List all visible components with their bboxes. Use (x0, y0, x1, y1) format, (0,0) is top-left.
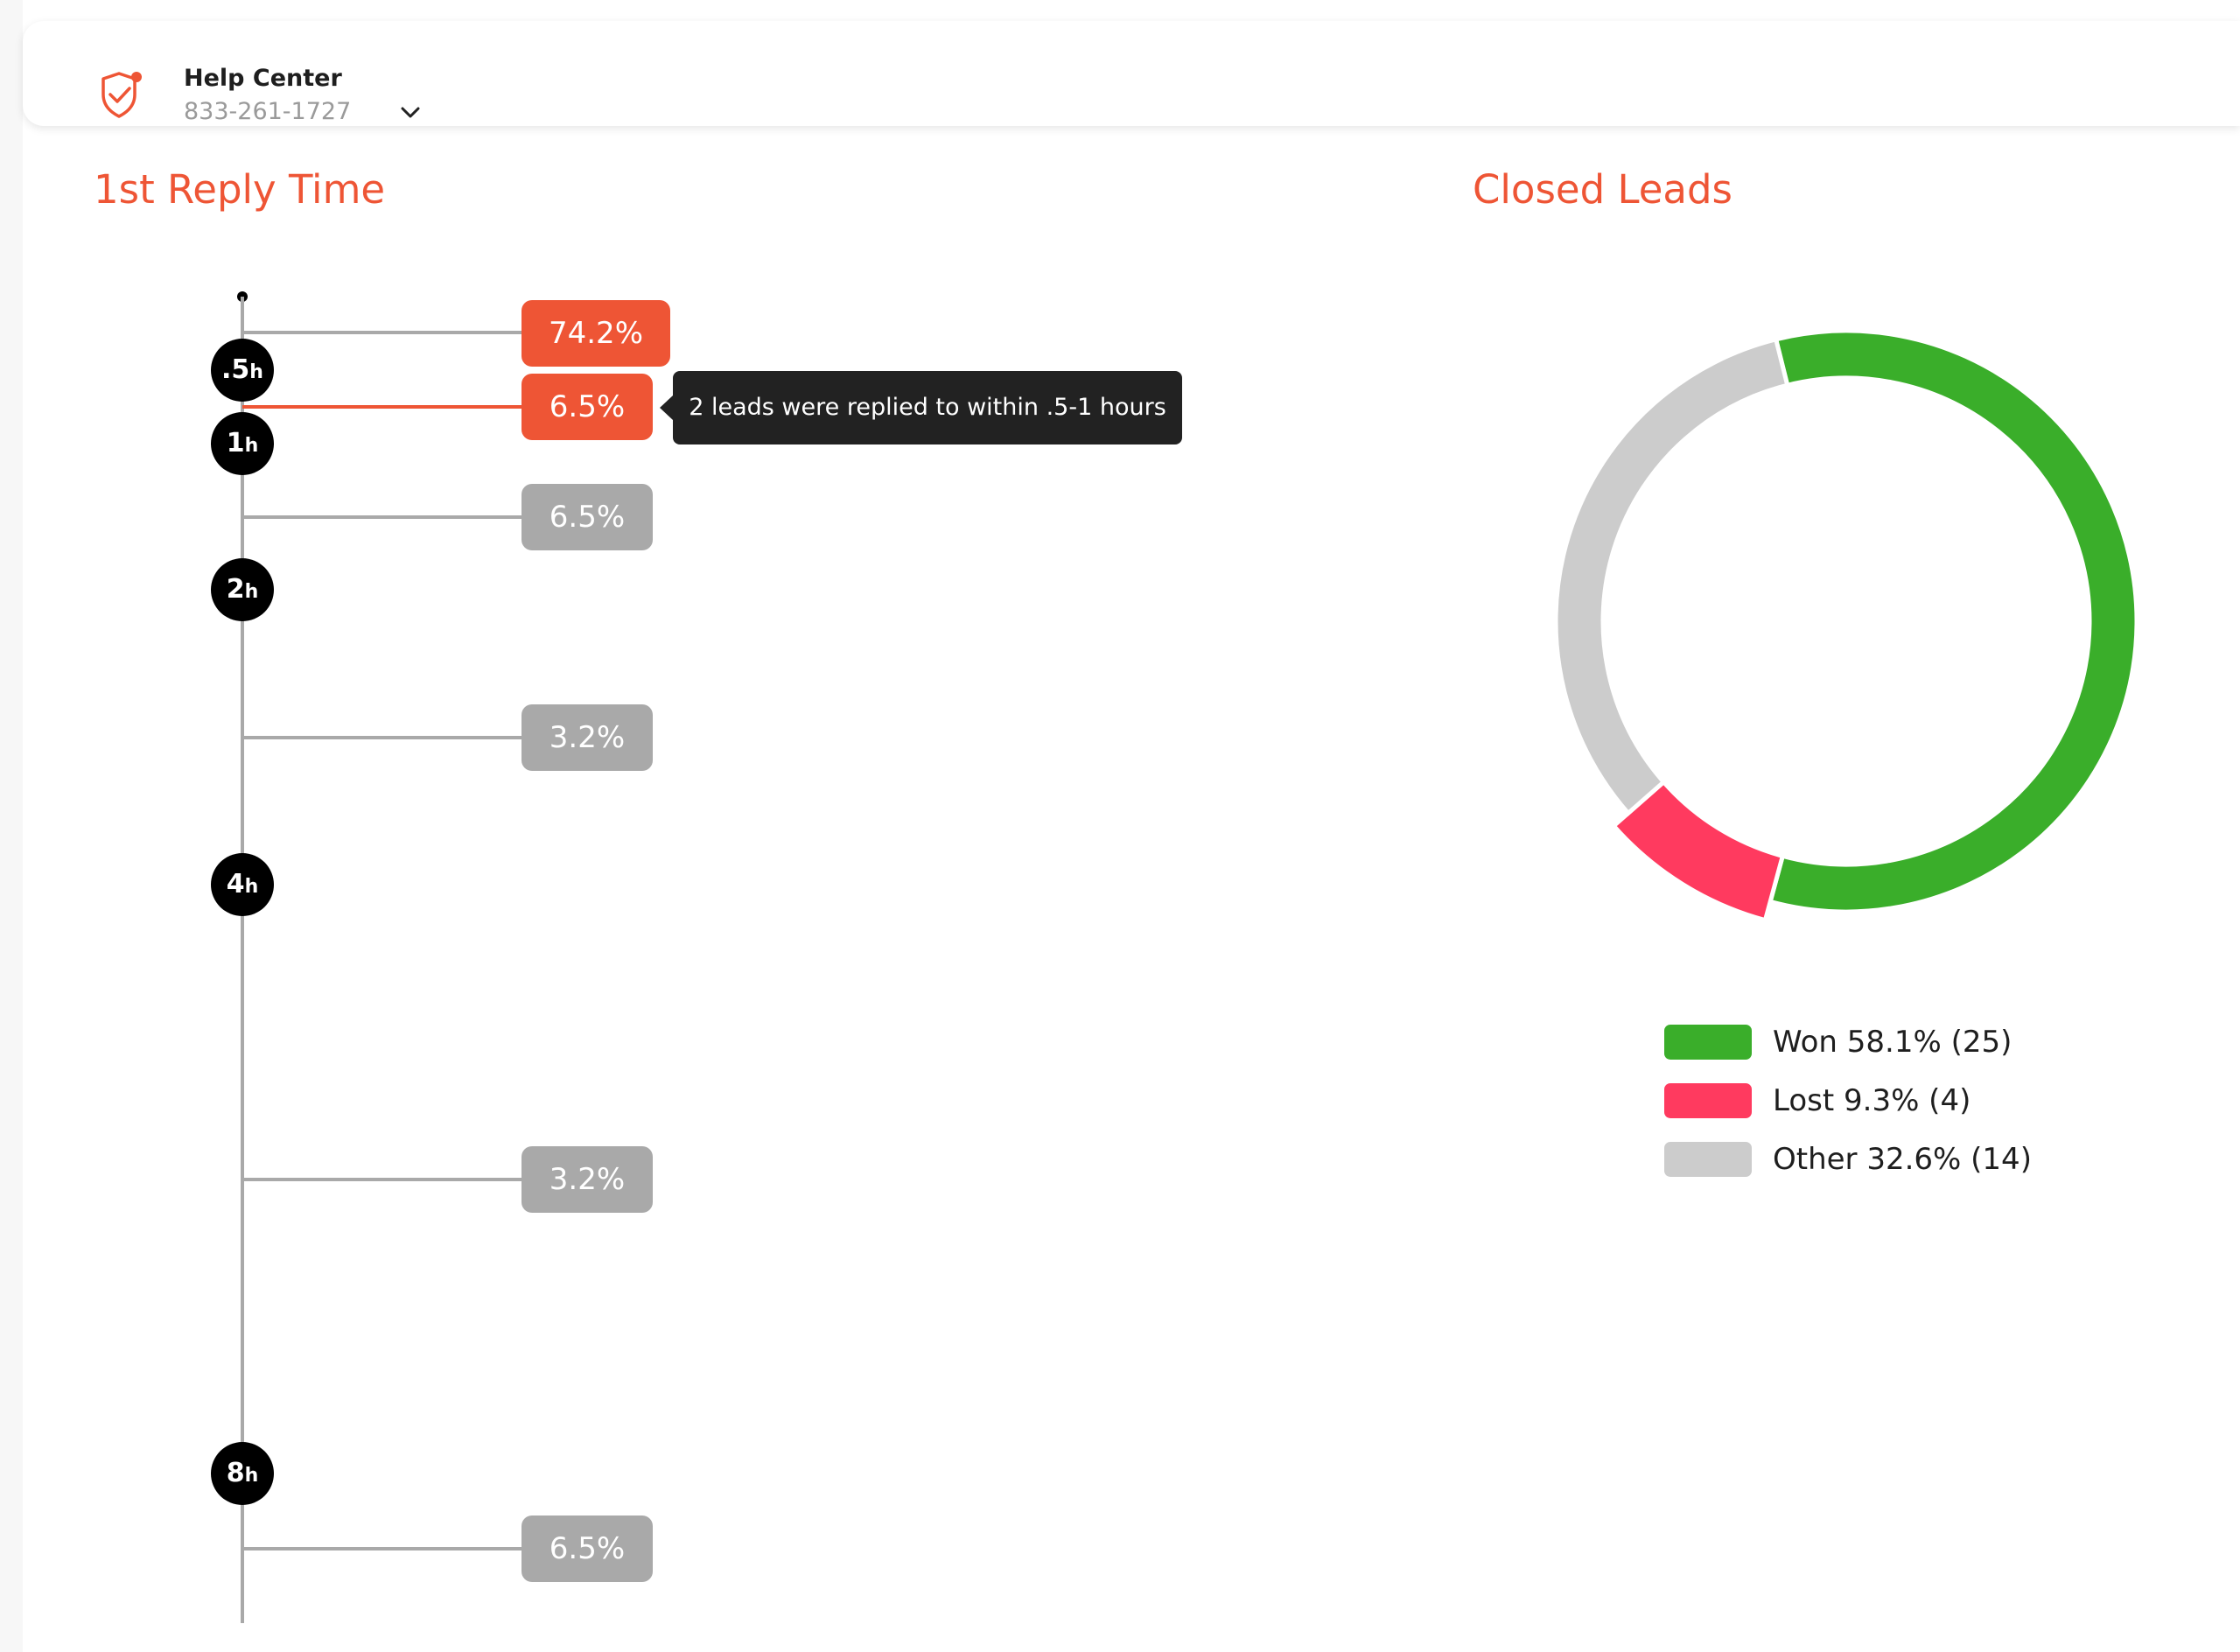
donut-slice-won[interactable] (1768, 328, 2139, 914)
legend-label-lost: Lost 9.3% (4) (1773, 1083, 1971, 1118)
account-phone: 833-261-1727 (184, 98, 352, 125)
account-name: Help Center (184, 65, 342, 92)
node-unit: h (244, 435, 259, 457)
node-value: 8 (226, 1458, 245, 1488)
shield-check-icon (102, 72, 142, 118)
account-switcher[interactable]: Help Center 833-261-1727 (74, 44, 420, 125)
bucket-pill-over-8h[interactable]: 6.5% (522, 1516, 653, 1582)
legend-swatch-other (1664, 1142, 1752, 1177)
legend-swatch-lost (1664, 1083, 1752, 1118)
legend-label-won: Won 58.1% (25) (1773, 1025, 2012, 1060)
bucket-pill-4h-to-8h[interactable]: 3.2% (522, 1146, 653, 1213)
time-node-8h: 8h (211, 1442, 274, 1505)
node-unit: h (249, 361, 263, 383)
node-value: 1 (226, 428, 245, 458)
bucket-pill-half-to-1h[interactable]: 6.5% (522, 374, 653, 440)
dashboard-panel (23, 0, 2240, 1652)
closed-leads-donut-chart (1553, 328, 2139, 923)
closed-leads-title: Closed Leads (1473, 166, 1733, 213)
node-value: 4 (226, 869, 245, 900)
bucket-pill-1h-to-2h[interactable]: 6.5% (522, 484, 653, 550)
bucket-tooltip: 2 leads were replied to within .5-1 hour… (673, 371, 1182, 444)
legend-label-other: Other 32.6% (14) (1773, 1142, 2032, 1177)
node-value: 2 (226, 574, 245, 605)
bucket-pill-under-half-hour[interactable]: 74.2% (522, 300, 670, 367)
chevron-down-icon[interactable] (399, 105, 422, 121)
node-unit: h (244, 876, 259, 898)
reply-time-title: 1st Reply Time (94, 166, 386, 213)
tooltip-arrow (660, 396, 673, 420)
time-node-4h: 4h (211, 853, 274, 916)
time-node-1h: 1h (211, 412, 274, 475)
bucket-pill-2h-to-4h-a[interactable]: 3.2% (522, 704, 653, 771)
legend-swatch-won (1664, 1025, 1752, 1060)
time-node-half-hour: .5h (211, 339, 274, 402)
node-unit: h (244, 581, 259, 603)
donut-slice-other[interactable] (1553, 336, 1790, 816)
node-unit: h (244, 1465, 259, 1487)
time-node-2h: 2h (211, 558, 274, 621)
donut-slice-lost[interactable] (1610, 779, 1786, 923)
node-value: .5 (221, 354, 250, 385)
header-bar: Help Center 833-261-1727 (23, 21, 2240, 126)
